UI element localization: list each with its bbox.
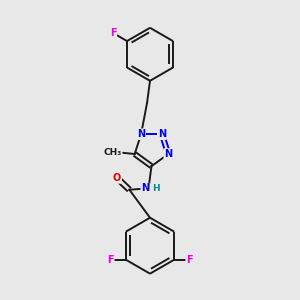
- Text: F: F: [107, 255, 114, 265]
- Text: O: O: [113, 173, 121, 183]
- Text: F: F: [110, 28, 116, 38]
- Text: N: N: [158, 129, 166, 139]
- Text: N: N: [137, 129, 145, 139]
- Text: F: F: [186, 255, 193, 265]
- Text: CH₃: CH₃: [103, 148, 122, 157]
- Text: H: H: [152, 184, 160, 193]
- Text: N: N: [141, 183, 149, 193]
- Text: N: N: [164, 149, 172, 159]
